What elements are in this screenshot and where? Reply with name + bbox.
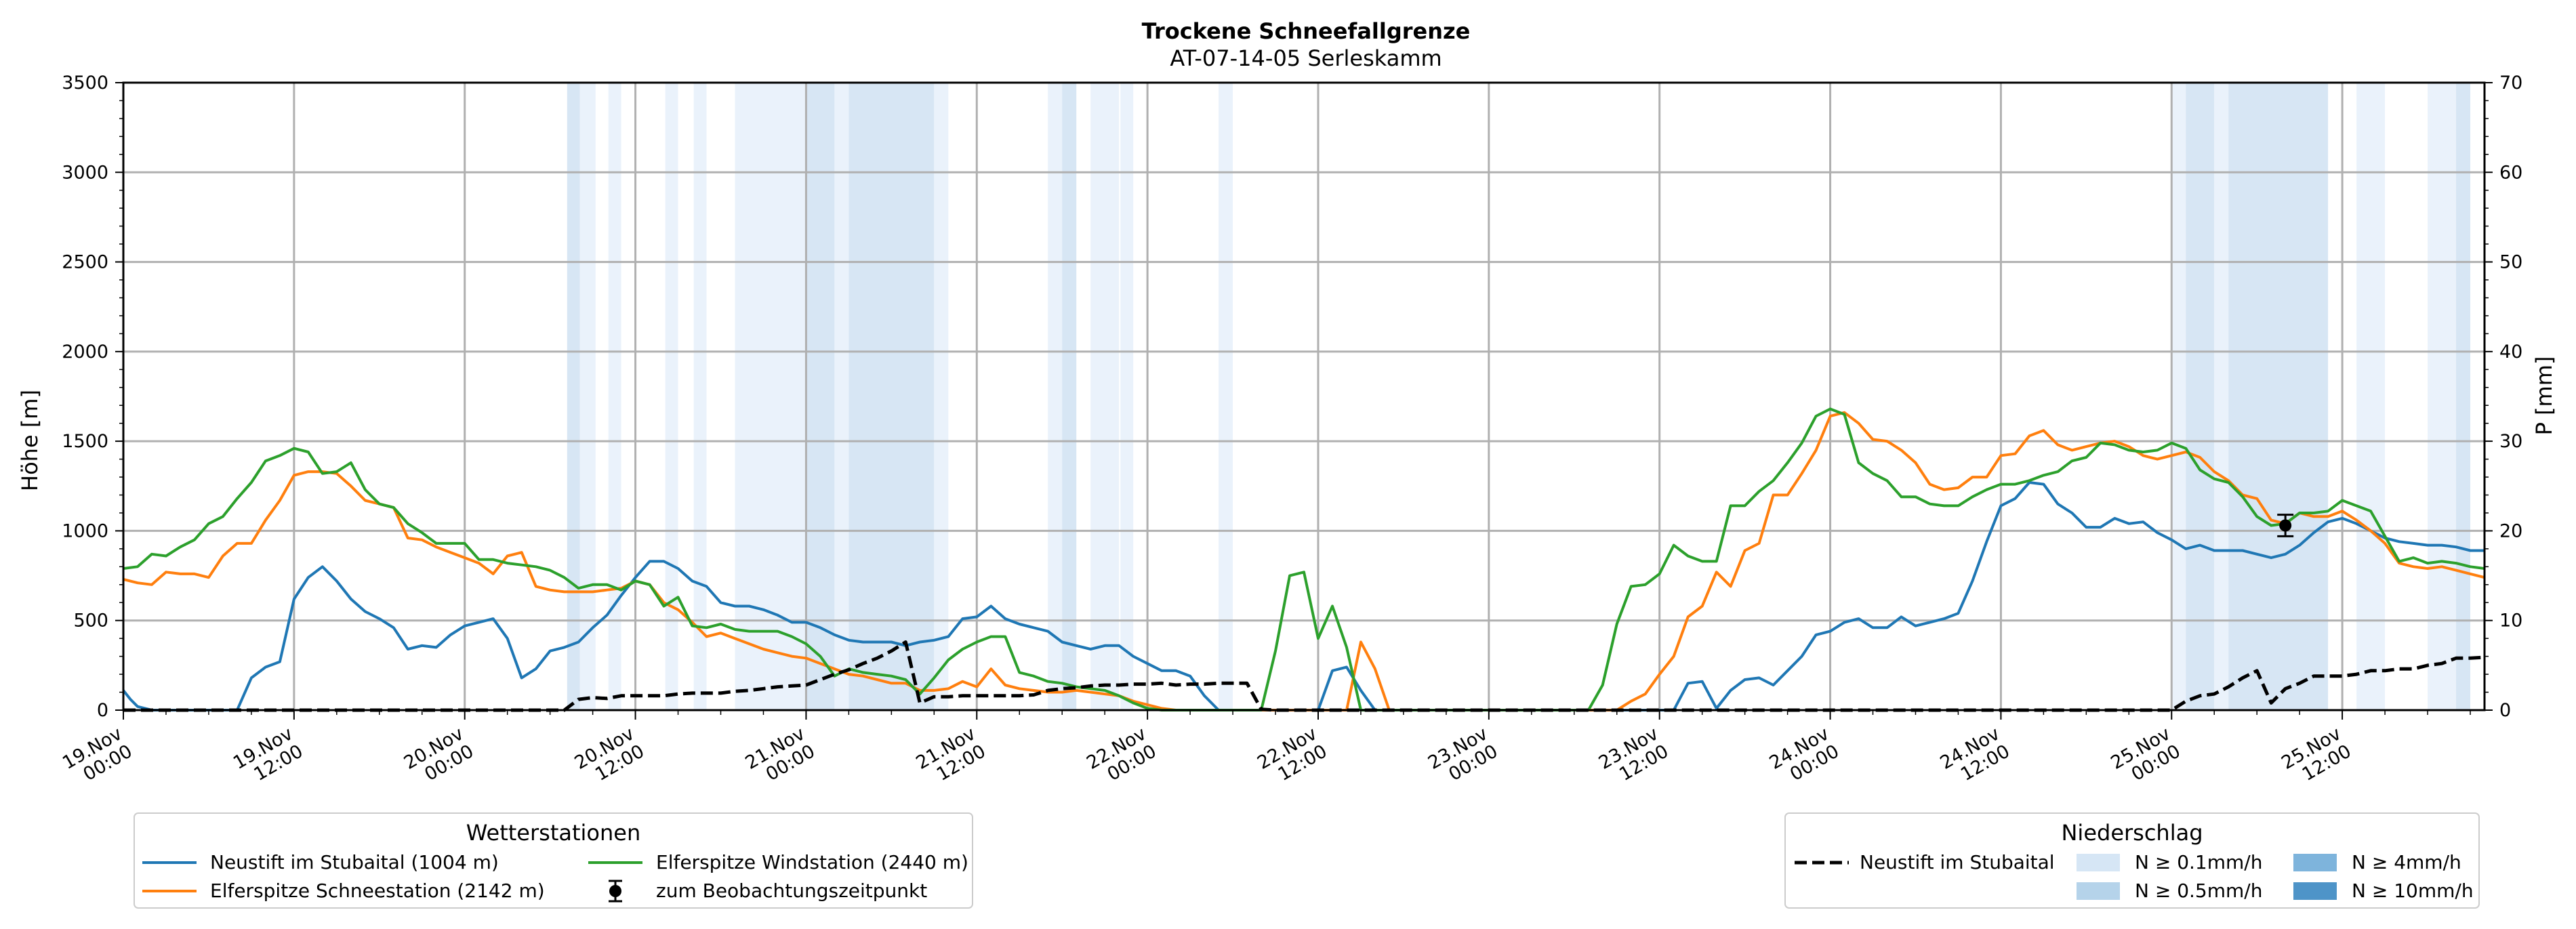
precip-band-3: [665, 83, 678, 710]
y-tick-label-left: 1500: [62, 431, 108, 452]
precip-band-8: [849, 83, 935, 710]
chart-title: Trockene Schneefallgrenze: [1142, 18, 1471, 44]
legend-label-elferspitze-schneestation-2142-m: Elferspitze Schneestation (2142 m): [210, 880, 545, 902]
precip-band-17: [2214, 83, 2229, 710]
precip-band-0: [567, 83, 580, 710]
series-line-elferspitze-windstation-2440-m: [123, 407, 2485, 711]
legend-swatch-precip-4: [2293, 882, 2337, 900]
y-axis-left-label: Höhe [m]: [17, 390, 43, 491]
y-tick-label-left: 500: [73, 611, 108, 632]
legend-swatch-precip-1: [2077, 854, 2120, 871]
precip-band-7: [834, 83, 849, 710]
legend-swatch-precip-2: [2077, 882, 2120, 900]
y-tick-label-right: 20: [2499, 520, 2522, 541]
y-tick-label-right: 60: [2499, 162, 2522, 183]
legend-label-precip-4: N ≥ 10mm/h: [2352, 880, 2474, 902]
precip-band-6: [806, 83, 835, 710]
chart-subtitle: AT-07-14-05 Serleskamm: [1170, 45, 1442, 71]
legend-area: Wetterstationen Neustift im Stubaital (10…: [134, 812, 2480, 909]
y-tick-label-right: 30: [2499, 431, 2522, 452]
series-line-elferspitze-schneestation-2142-m: [123, 411, 2485, 711]
plot-area: 0 500 1000 1500 2000 2500 3000 3500 0 10 20 30 40 50 6…: [59, 73, 2522, 785]
precip-band-13: [1120, 83, 1134, 710]
y-tick-label-right: 70: [2499, 73, 2522, 94]
precip-band-1: [579, 83, 596, 710]
legend-precip-title: Niederschlag: [2061, 820, 2203, 846]
y-tick-label-right: 40: [2499, 342, 2522, 363]
precip-band-4: [693, 83, 707, 710]
precip-band-12: [1090, 83, 1120, 710]
y-tick-label-left: 3000: [62, 162, 108, 183]
precip-band-20: [2428, 83, 2457, 710]
precip-band-9: [934, 83, 949, 710]
series-line-neustift-im-stubaital: [123, 640, 2485, 712]
y-tick-label-left: 3500: [62, 73, 108, 94]
y-tick-label-left: 1000: [62, 520, 108, 541]
series-line-neustift-im-stubaital-1004-m: [122, 481, 2485, 711]
y-tick-label-left: 0: [97, 700, 108, 721]
precip-band-10: [1048, 83, 1063, 710]
precip-band-2: [608, 83, 621, 710]
precip-band-11: [1062, 83, 1077, 710]
legend-stations-title: Wetterstationen: [466, 820, 640, 846]
y-tick-label-right: 10: [2499, 611, 2522, 632]
y-tick-label-left: 2500: [62, 252, 108, 273]
legend-label-precip-0: Neustift im Stubaital: [1860, 851, 2055, 873]
precip-band-19: [2356, 83, 2386, 710]
y-tick-label-right: 0: [2499, 700, 2511, 721]
precip-band-5: [735, 83, 806, 710]
legend-label-neustift-im-stubaital-1004-m: Neustift im Stubaital (1004 m): [210, 851, 499, 873]
precip-band-21: [2456, 83, 2471, 710]
y-tick-label-left: 2000: [62, 342, 108, 363]
observation-point: [2279, 519, 2292, 532]
precip-band-16: [2186, 83, 2215, 710]
precip-band-14: [1219, 83, 1233, 710]
legend-label-zum-beobachtungszeitpunkt: zum Beobachtungszeitpunkt: [656, 880, 927, 902]
axes-frame: [122, 81, 2486, 711]
legend-label-precip-2: N ≥ 0.5mm/h: [2135, 880, 2262, 902]
y-axis-right-label: P [mm]: [2531, 356, 2557, 436]
precip-band-15: [2171, 83, 2186, 710]
legend-swatch-point: [609, 885, 621, 897]
legend-label-precip-1: N ≥ 0.1mm/h: [2135, 851, 2262, 873]
legend-label-elferspitze-windstation-2440-m: Elferspitze Windstation (2440 m): [656, 851, 968, 873]
y-tick-label-right: 50: [2499, 252, 2522, 273]
legend-swatch-precip-3: [2293, 854, 2337, 871]
precip-band-18: [2228, 83, 2329, 710]
legend-stations-box: [134, 812, 973, 909]
legend-label-precip-3: N ≥ 4mm/h: [2352, 851, 2461, 873]
